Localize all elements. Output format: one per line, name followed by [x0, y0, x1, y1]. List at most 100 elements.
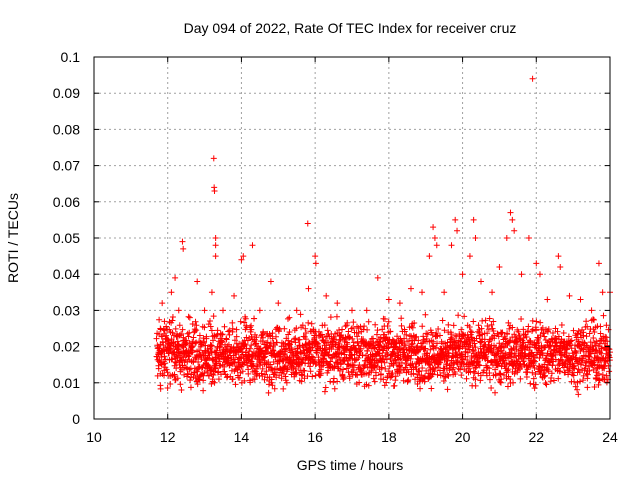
data-point: [510, 345, 517, 352]
data-point: [380, 376, 387, 383]
data-point: [383, 334, 390, 341]
data-point: [233, 326, 240, 333]
data-point: [184, 370, 191, 377]
data-point: [186, 314, 193, 321]
data-point: [477, 339, 484, 346]
data-point: [242, 341, 249, 348]
data-point: [407, 285, 414, 292]
data-point: [248, 333, 255, 340]
data-point: [436, 332, 443, 339]
data-point: [422, 311, 429, 318]
data-point: [167, 381, 174, 388]
data-point: [510, 379, 517, 386]
data-point: [192, 318, 199, 325]
data-point: [579, 355, 586, 362]
y-axis-label: ROTI / TECUs: [5, 193, 21, 283]
data-point: [270, 359, 277, 366]
data-point: [497, 371, 504, 378]
data-point: [233, 333, 240, 340]
data-point: [200, 387, 207, 394]
data-point: [478, 325, 485, 332]
data-point: [157, 325, 164, 332]
data-point: [315, 354, 322, 361]
data-point: [441, 289, 448, 296]
data-point: [292, 365, 299, 372]
data-point: [364, 326, 371, 333]
data-point: [346, 375, 353, 382]
data-point: [179, 326, 186, 333]
data-point: [318, 331, 325, 338]
data-point: [603, 322, 610, 329]
data-point: [340, 366, 347, 373]
data-point: [208, 327, 215, 334]
data-points: [153, 75, 613, 398]
data-point: [384, 373, 391, 380]
data-point: [515, 356, 522, 363]
data-point: [342, 323, 349, 330]
data-point: [170, 339, 177, 346]
data-point: [306, 363, 313, 370]
data-point: [265, 389, 272, 396]
data-point: [464, 356, 471, 363]
x-tick-label: 22: [528, 429, 544, 445]
data-point: [483, 353, 490, 360]
data-point: [168, 289, 175, 296]
data-point: [531, 385, 538, 392]
data-point: [549, 362, 556, 369]
data-point: [557, 263, 564, 270]
data-point: [458, 351, 465, 358]
data-point: [505, 366, 512, 373]
data-point: [423, 330, 430, 337]
data-point: [471, 369, 478, 376]
data-point: [374, 327, 381, 334]
data-point: [599, 289, 606, 296]
data-point: [606, 368, 613, 375]
data-point: [402, 342, 409, 349]
data-point: [298, 378, 305, 385]
data-point: [157, 385, 164, 392]
data-point: [533, 327, 540, 334]
data-point: [226, 331, 233, 338]
data-point: [434, 371, 441, 378]
data-point: [301, 367, 308, 374]
data-point: [169, 317, 176, 324]
data-point: [555, 333, 562, 340]
data-point: [588, 307, 595, 314]
data-point: [472, 344, 479, 351]
data-point: [170, 339, 177, 346]
data-point: [176, 322, 183, 329]
data-point: [250, 362, 257, 369]
data-point: [545, 368, 552, 375]
data-point: [414, 371, 421, 378]
data-point: [466, 324, 473, 331]
data-point: [544, 296, 551, 303]
data-point: [244, 362, 251, 369]
data-point: [384, 322, 391, 329]
data-point: [357, 345, 364, 352]
data-point: [552, 352, 559, 359]
data-point: [433, 242, 440, 249]
data-point: [415, 337, 422, 344]
data-point: [364, 347, 371, 354]
data-point: [334, 378, 341, 385]
data-point: [424, 350, 431, 357]
data-point: [597, 349, 604, 356]
data-point: [580, 377, 587, 384]
data-point: [529, 317, 536, 324]
data-point: [574, 386, 581, 393]
data-point: [454, 227, 461, 234]
data-point: [509, 324, 516, 331]
data-point: [243, 334, 250, 341]
data-point: [583, 333, 590, 340]
data-point: [354, 333, 361, 340]
data-point: [448, 331, 455, 338]
y-tick-label: 0.03: [53, 302, 80, 318]
data-point: [432, 364, 439, 371]
y-tick-label: 0.04: [53, 266, 80, 282]
data-point: [410, 370, 417, 377]
data-point: [468, 334, 475, 341]
data-point: [153, 335, 160, 342]
data-point: [522, 350, 529, 357]
data-point: [570, 372, 577, 379]
data-point: [403, 360, 410, 367]
